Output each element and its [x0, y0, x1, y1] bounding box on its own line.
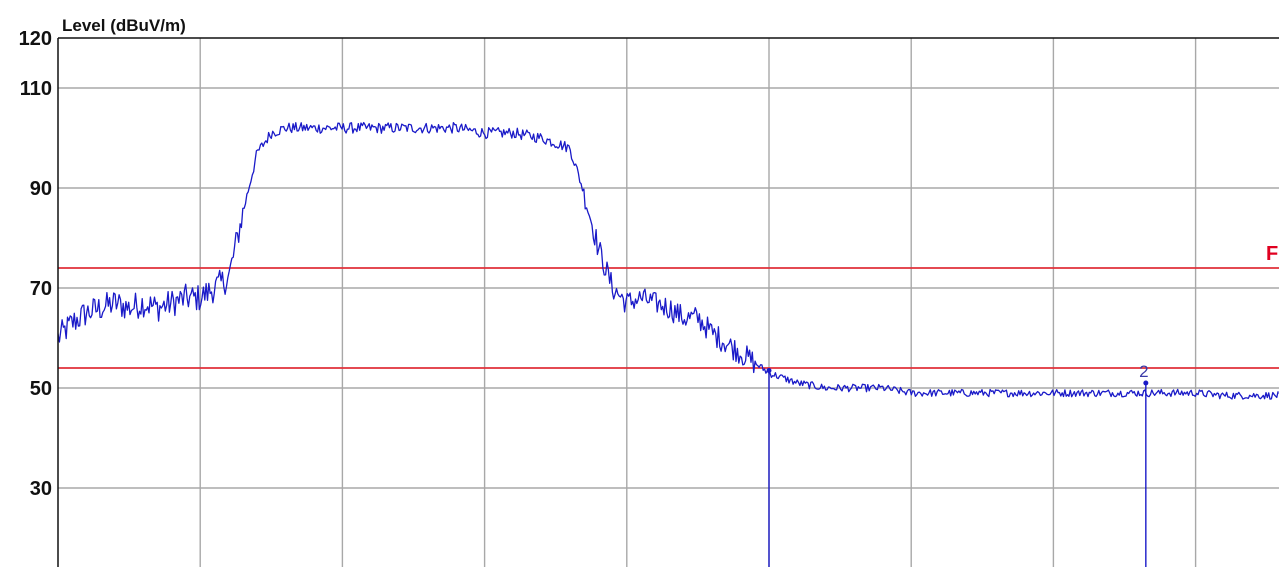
limit-lines: F	[58, 243, 1279, 369]
y-tick-label-70: 70	[30, 278, 52, 300]
y-tick-label-30: 30	[30, 478, 52, 500]
grid-lines	[58, 38, 1279, 567]
y-tick-label-120: 120	[19, 28, 52, 50]
y-tick-label-110: 110	[20, 78, 52, 100]
y-tick-label-90: 90	[30, 178, 52, 200]
marker-point-2	[1143, 380, 1149, 386]
plot-background	[58, 38, 1279, 567]
y-tick-label-50: 50	[30, 378, 52, 400]
y-axis-label: Level (dBuV/m)	[62, 16, 186, 35]
limit-line-tag-0: F	[1266, 243, 1278, 265]
series-line	[57, 121, 1279, 400]
marker-label-2: 2	[1139, 362, 1148, 381]
y-tick-labels: 120 110 90 70 50 30	[19, 28, 52, 500]
